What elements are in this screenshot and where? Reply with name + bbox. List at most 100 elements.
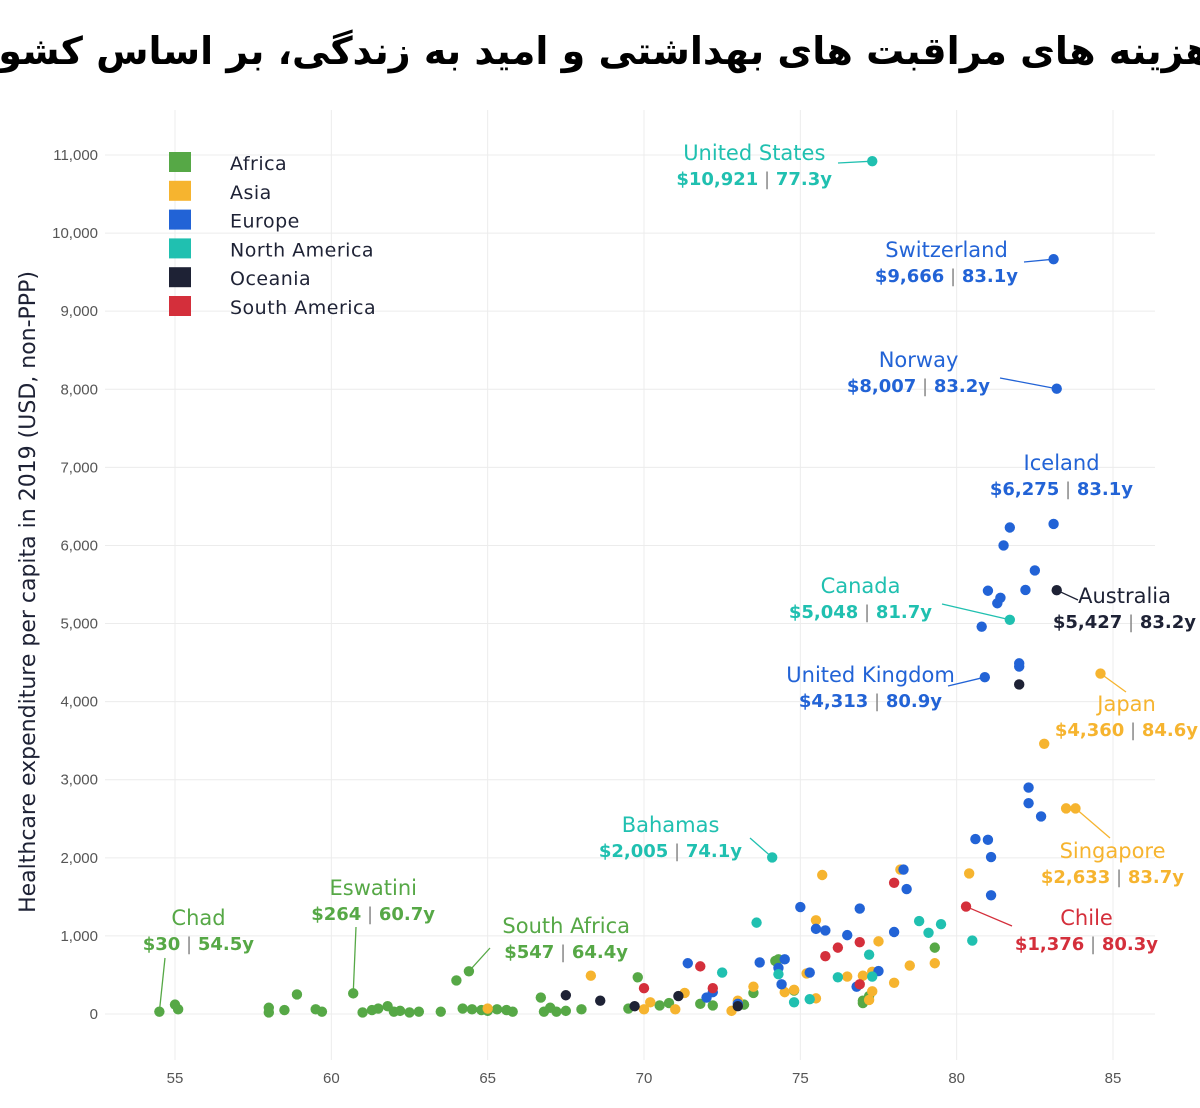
data-point [854,936,865,948]
annotation-australia: Australia $5,427 | 83.2y [1053,584,1196,633]
annotation-spend: $5,427 [1053,612,1122,633]
y-axis-label: Healthcare expenditure per capita in 201… [16,271,41,913]
annotation-separator: | [944,266,962,287]
data-point [832,942,844,953]
data-point [172,1004,184,1015]
annotation-life-expectancy: 80.9y [886,691,942,712]
chart-title: هزینه های مراقبت های بهداشتی و امید به ز… [0,29,1200,74]
data-point [1060,803,1072,814]
y-tick-label: 6,000 [60,537,98,554]
annotations: United States $10,921 | 77.3y Switzerland $… [143,141,1199,963]
data-point [732,1000,743,1012]
legend-swatch [169,267,191,288]
data-point [507,1006,518,1017]
data-point [985,890,997,901]
annotation-value: $9,666 | 83.1y [875,266,1018,287]
data-point [970,833,981,845]
data-point [1039,738,1050,750]
annotation-spend: $4,313 [799,691,868,712]
data-point [413,1006,425,1017]
data-point [898,864,909,875]
annotation-life-expectancy: 83.2y [1140,612,1196,633]
data-point [998,540,1009,551]
data-point [1051,585,1062,596]
annotation-separator: | [180,934,198,955]
legend-swatch [169,152,191,172]
data-point [820,925,831,936]
annotation-connector [837,160,873,164]
annotation-iceland: Iceland $6,275 | 83.1y [990,451,1133,500]
annotation-separator: | [858,602,876,623]
data-point [795,901,806,913]
annotation-united-kingdom: United Kingdom $4,313 | 80.9y [786,663,955,712]
y-tick-label: 0 [90,1006,98,1023]
data-point [1048,253,1059,265]
data-point [1014,658,1025,669]
data-point [867,155,878,167]
data-point [263,1007,274,1018]
legend: Africa Asia Europe North America Oceania Sout… [169,152,376,319]
y-tick-label: 7,000 [60,459,98,476]
data-point [638,1004,650,1015]
y-tick-label: 2,000 [60,850,98,867]
annotation-value: $30 | 54.5y [143,934,255,955]
data-point [451,975,462,986]
data-point [904,960,915,971]
data-point [754,957,765,968]
annotation-connector [158,957,166,1012]
annotation-life-expectancy: 54.5y [198,934,254,955]
data-point [982,585,994,596]
data-point [779,954,790,965]
annotation-life-expectancy: 81.7y [876,602,932,623]
legend-swatch [169,209,191,230]
annotation-connectors [158,160,1127,1012]
annotation-country-name: Eswatini [330,876,417,900]
data-point [960,901,972,912]
annotation-life-expectancy: 64.4y [572,942,628,963]
data-point [888,926,900,938]
y-tick-label: 9,000 [60,303,98,320]
data-point [645,997,656,1008]
annotation-country-name: Australia [1078,584,1171,608]
annotation-life-expectancy: 83.7y [1128,867,1184,888]
annotation-value: $6,275 | 83.1y [990,479,1133,500]
annotation-country-name: Iceland [1024,451,1100,475]
data-point [804,967,815,978]
data-point [935,918,947,930]
annotation-separator: | [758,169,776,190]
annotation-life-expectancy: 60.7y [379,904,435,925]
annotation-life-expectancy: 83.2y [934,376,990,397]
data-point [1029,565,1041,576]
x-tick-label: 85 [1105,1070,1122,1087]
annotation-value: $10,921 | 77.3y [676,169,832,190]
annotation-connector [1075,807,1111,839]
data-point [535,992,547,1003]
y-tick-label: 8,000 [60,381,98,398]
x-tick-label: 80 [948,1070,965,1087]
legend-swatch [169,296,191,316]
annotation-connector [947,676,985,687]
data-point [810,915,822,926]
data-point [985,851,997,863]
legend-label: Europe [230,211,300,233]
data-point [773,968,784,980]
annotation-canada: Canada $5,048 | 81.7y [789,574,932,623]
legend-label: Asia [230,182,272,204]
data-point [457,1003,468,1014]
data-point [632,972,643,983]
y-tick-label: 10,000 [52,225,98,242]
data-point [967,935,978,946]
data-point [976,621,987,632]
data-point [863,994,875,1006]
data-point [888,977,900,988]
annotation-spend: $9,666 [875,266,944,287]
data-point [673,990,684,1002]
data-point [394,1005,406,1017]
data-point [707,983,718,994]
annotation-country-name: Chile [1060,906,1113,930]
legend-label: Oceania [230,268,311,290]
data-point [576,1004,587,1015]
data-point [788,984,800,995]
data-point [923,927,934,938]
